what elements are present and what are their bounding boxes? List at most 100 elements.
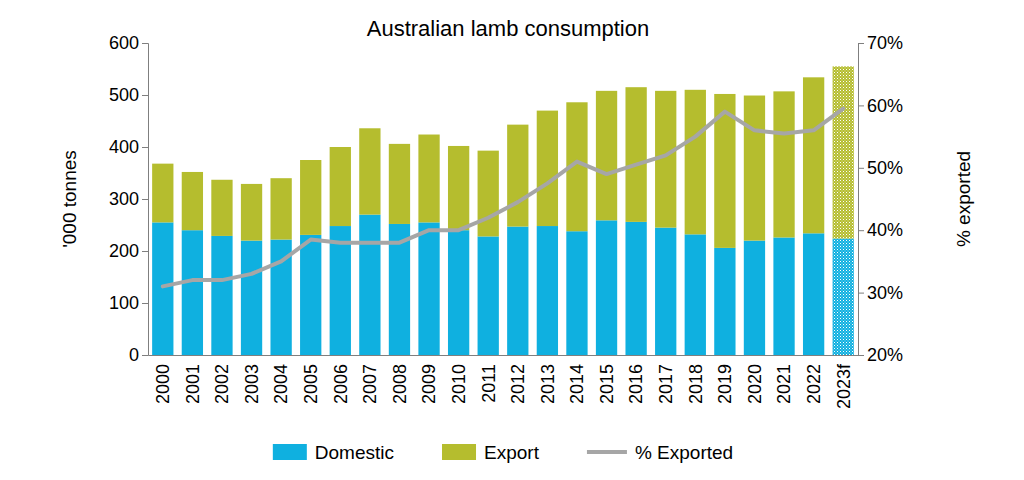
legend-label: Domestic <box>315 442 394 463</box>
bar <box>448 230 469 355</box>
tick: 2010 <box>449 355 469 404</box>
tick: 2018 <box>686 355 706 404</box>
tick: 2015 <box>597 355 617 404</box>
tick: 2013 <box>538 355 558 404</box>
tick-mark <box>142 147 148 148</box>
tick: 60% <box>858 96 903 116</box>
bar <box>389 144 410 224</box>
tick-label: 2021 <box>774 364 794 404</box>
bar <box>211 180 232 236</box>
axis-line <box>859 44 865 356</box>
bar <box>241 184 262 241</box>
tick-mark <box>142 199 148 200</box>
bar <box>241 241 262 355</box>
tick: 2003 <box>242 355 262 404</box>
tick: 2008 <box>390 355 410 404</box>
bar <box>803 77 824 233</box>
tick-label: 2012 <box>508 364 528 404</box>
legend-label: % Exported <box>635 442 733 463</box>
bar <box>182 230 203 355</box>
tick-label: 2003 <box>242 364 262 404</box>
tick-mark <box>142 303 148 304</box>
title: Australian lamb consumption <box>367 16 649 41</box>
tick-label: 2017 <box>656 364 676 404</box>
bar <box>300 160 321 235</box>
legend-item: % Exported <box>587 442 733 463</box>
legend-item: Domestic <box>273 442 394 463</box>
legend-item: Export <box>442 442 540 463</box>
tick-label: 2009 <box>419 364 439 404</box>
tick: 2000 <box>153 355 173 404</box>
bar <box>448 146 469 230</box>
y-axis: 0100200300400500600 <box>109 33 149 365</box>
bar <box>685 90 706 235</box>
tick: 2011 <box>479 355 499 403</box>
tick: 2016 <box>626 355 646 404</box>
tick-mark <box>142 251 148 252</box>
tick-label: 2000 <box>153 364 173 404</box>
tick: 2020 <box>745 355 765 404</box>
tick-label: 50% <box>867 158 903 178</box>
bar <box>478 151 499 237</box>
bar <box>773 237 794 355</box>
tick-label: 2014 <box>567 364 587 404</box>
tick-label: 2022 <box>804 364 824 404</box>
bar <box>625 222 646 355</box>
tick-label: 2019 <box>715 364 735 404</box>
tick-mark <box>142 95 148 96</box>
tick: 2001 <box>183 355 203 404</box>
tick-mark <box>858 43 864 44</box>
tick-label: 2004 <box>271 364 291 404</box>
bar <box>478 236 499 355</box>
tick-mark <box>858 105 864 106</box>
legend-symbol <box>442 444 476 460</box>
bar <box>359 215 380 355</box>
tick: 0 <box>129 345 148 365</box>
tick: 30% <box>858 283 903 303</box>
legend-symbol <box>273 444 307 460</box>
tick-label: 2011 <box>479 364 499 403</box>
tick-label: 100 <box>109 293 139 313</box>
bar <box>596 220 617 355</box>
bar <box>773 91 794 237</box>
tick-label: 400 <box>109 137 139 157</box>
tick-label: 2006 <box>331 364 351 404</box>
tick: 2019 <box>715 355 735 404</box>
tick: 2009 <box>419 355 439 404</box>
x-axis: 2000200120022003200420052006200720082009… <box>149 355 859 409</box>
y2-axis-title: % exported <box>953 151 974 247</box>
tick: 100 <box>109 293 148 313</box>
tick-label: 40% <box>867 220 903 240</box>
tick-label: 2002 <box>212 364 232 404</box>
tick-mark <box>858 168 864 169</box>
tick: 400 <box>109 137 148 157</box>
bar <box>537 111 558 226</box>
tick-label: 600 <box>109 33 139 53</box>
tick: 2002 <box>212 355 232 404</box>
chart: Australian lamb consumption0100200300400… <box>0 0 1024 480</box>
tick-label: 2015 <box>597 364 617 404</box>
bar <box>685 234 706 355</box>
bar <box>507 125 528 227</box>
tick: 2022 <box>804 355 824 404</box>
tick-label: 30% <box>867 283 903 303</box>
bar <box>833 239 854 355</box>
bar <box>211 236 232 355</box>
tick: 2014 <box>567 355 587 404</box>
tick: 500 <box>109 85 148 105</box>
tick-label: 2008 <box>390 364 410 404</box>
tick: 40% <box>858 220 903 240</box>
tick: 600 <box>109 33 148 53</box>
bar <box>803 233 824 355</box>
bar <box>744 96 765 241</box>
tick-mark <box>858 355 864 356</box>
tick-label: 2005 <box>301 364 321 404</box>
bar-series <box>152 66 854 247</box>
tick: 20% <box>858 345 903 365</box>
tick: 50% <box>858 158 903 178</box>
bar <box>655 228 676 355</box>
bar <box>418 135 439 223</box>
legend-label: Export <box>484 442 540 463</box>
tick-label: 0 <box>129 345 139 365</box>
bar <box>744 241 765 355</box>
